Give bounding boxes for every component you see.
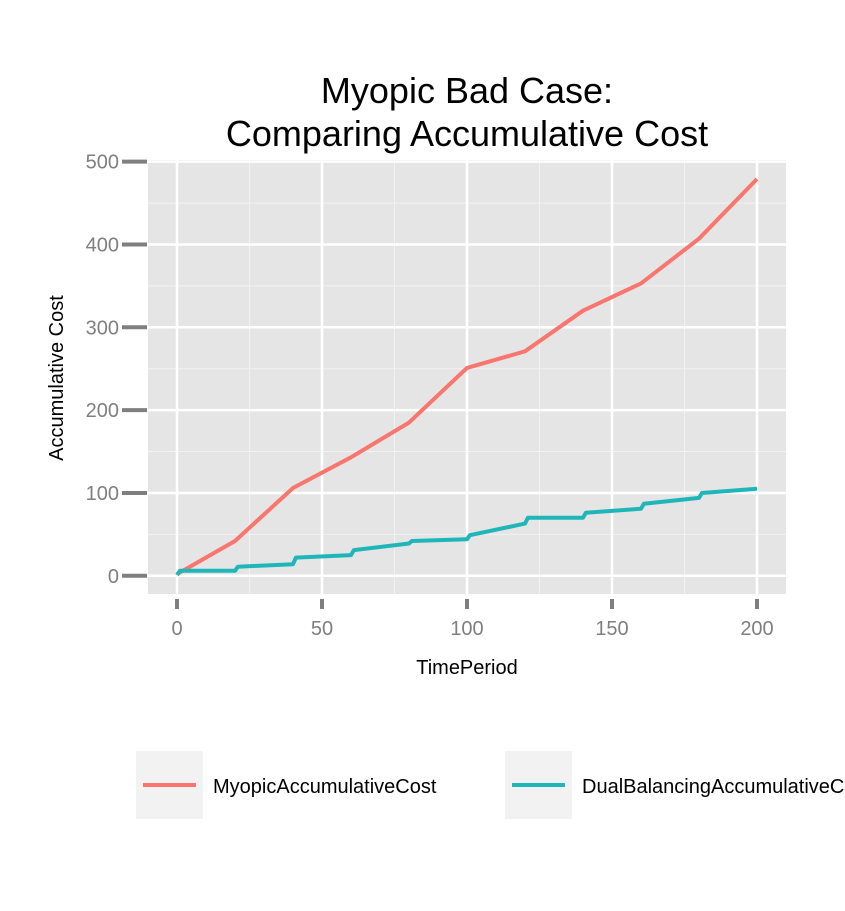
x-tick-label: 200 — [740, 618, 773, 640]
series-line-myopic — [176, 177, 759, 576]
chart-title: Myopic Bad Case: Comparing Accumulative … — [226, 70, 708, 154]
legend: MyopicAccumulativeCost DualBalancingAccu… — [136, 751, 845, 819]
y-tick-label: 400 — [86, 234, 119, 256]
x-tick-label: 0 — [171, 618, 182, 640]
y-tick-label: 0 — [108, 566, 119, 588]
chart-title-line-1: Myopic Bad Case: — [321, 70, 613, 111]
x-axis-ticks: 0 50 100 150 200 — [171, 599, 774, 640]
y-tick-label: 200 — [86, 400, 119, 422]
x-tick-label: 150 — [595, 618, 628, 640]
y-tick-label: 100 — [86, 483, 119, 505]
y-axis-title: Accumulative Cost — [46, 295, 68, 461]
chart-title-line-2: Comparing Accumulative Cost — [226, 113, 708, 154]
major-gridlines — [148, 160, 786, 594]
legend-item-myopic: MyopicAccumulativeCost — [136, 751, 437, 819]
y-axis-ticks: 0 100 200 300 400 500 — [86, 152, 147, 588]
x-tick-label: 100 — [450, 618, 483, 640]
legend-item-dual-balancing: DualBalancingAccumulativeCost — [505, 751, 845, 819]
series-line-dual-balancing — [175, 486, 758, 577]
y-tick-label: 500 — [86, 152, 119, 174]
x-axis-title: TimePeriod — [416, 657, 518, 679]
data-series — [175, 177, 759, 577]
y-tick-label: 300 — [86, 317, 119, 339]
x-tick-label: 50 — [311, 618, 333, 640]
legend-label-myopic: MyopicAccumulativeCost — [213, 776, 437, 798]
legend-label-dual-balancing: DualBalancingAccumulativeCost — [582, 776, 845, 798]
